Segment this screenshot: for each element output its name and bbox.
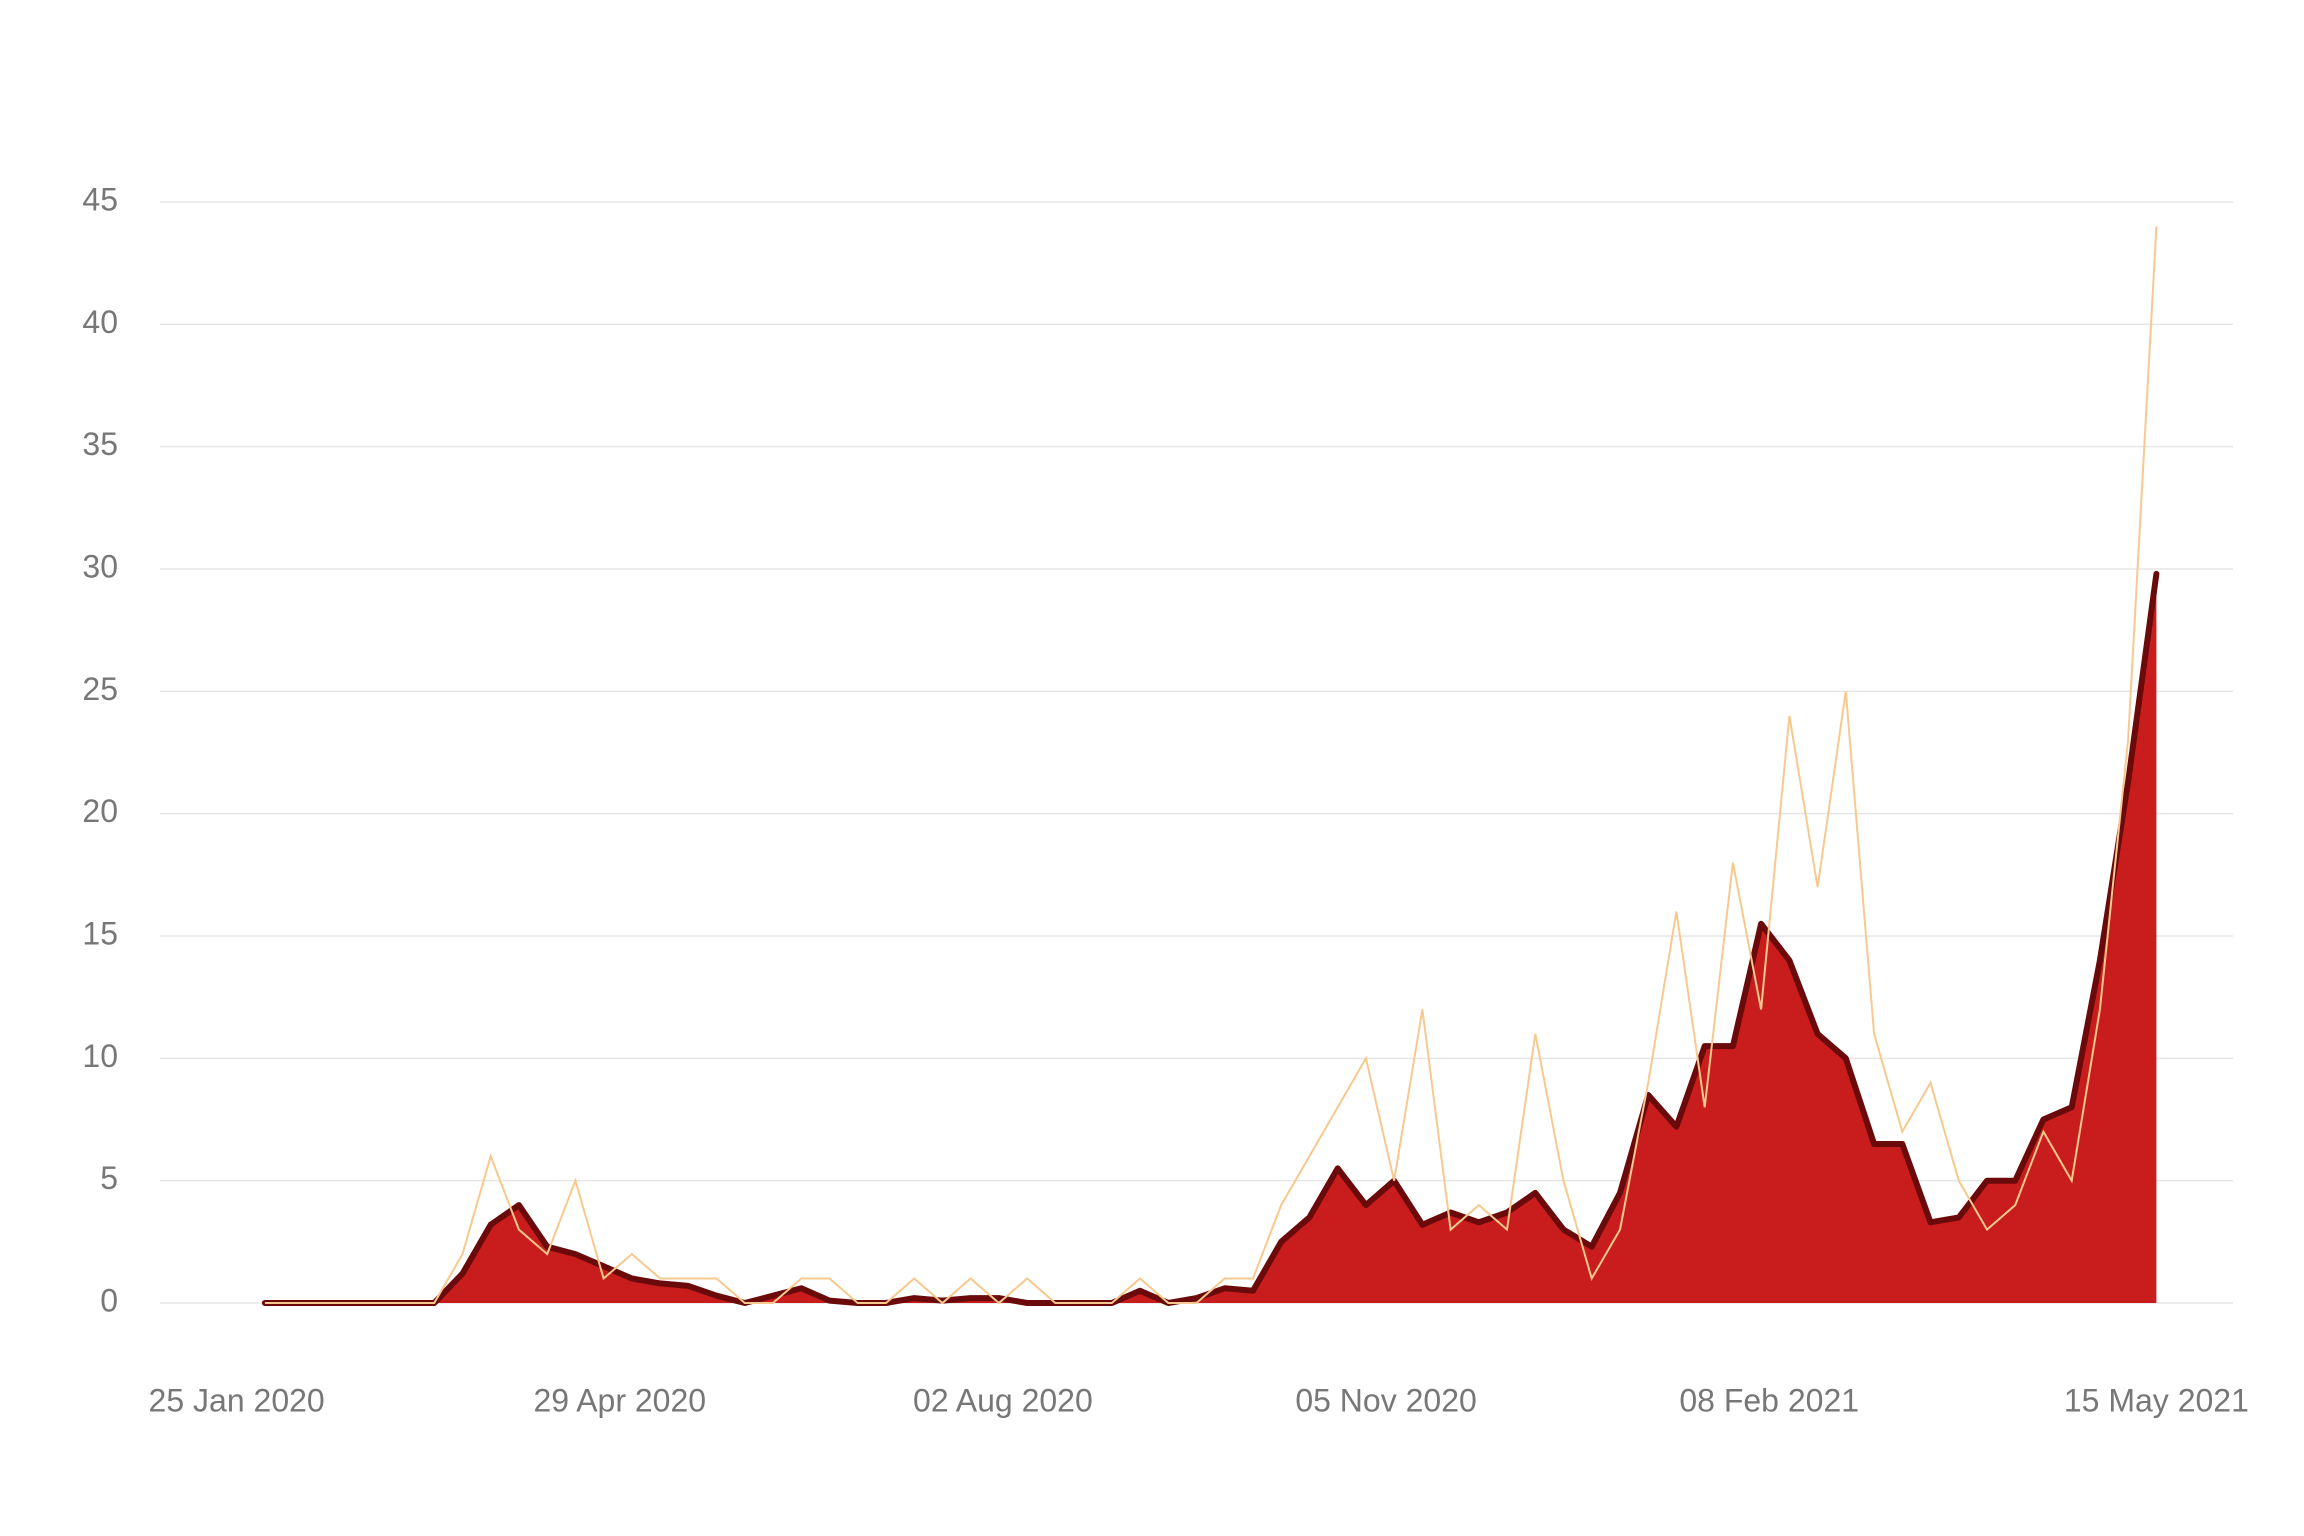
y-tick-label: 20: [82, 793, 118, 829]
y-tick-label: 45: [82, 181, 118, 217]
x-tick-label: 08 Feb 2021: [1679, 1382, 1859, 1418]
x-tick-label: 29 Apr 2020: [533, 1382, 706, 1418]
y-tick-label: 10: [82, 1038, 118, 1074]
y-tick-label: 15: [82, 915, 118, 951]
x-tick-label: 25 Jan 2020: [149, 1382, 325, 1418]
average-line: [261, 570, 2160, 1306]
area: [264, 573, 2157, 1303]
y-tick-label: 35: [82, 426, 118, 462]
y-tick-label: 30: [82, 548, 118, 584]
y-tick-label: 40: [82, 304, 118, 340]
y-tick-label: 5: [100, 1160, 118, 1196]
x-tick-label: 15 May 2021: [2064, 1382, 2249, 1418]
x-tick-label: 05 Nov 2020: [1295, 1382, 1476, 1418]
x-tick-label: 02 Aug 2020: [913, 1382, 1093, 1418]
y-tick-label: 0: [100, 1282, 118, 1318]
daily-line: [264, 226, 2158, 1305]
y-tick-label: 25: [82, 671, 118, 707]
